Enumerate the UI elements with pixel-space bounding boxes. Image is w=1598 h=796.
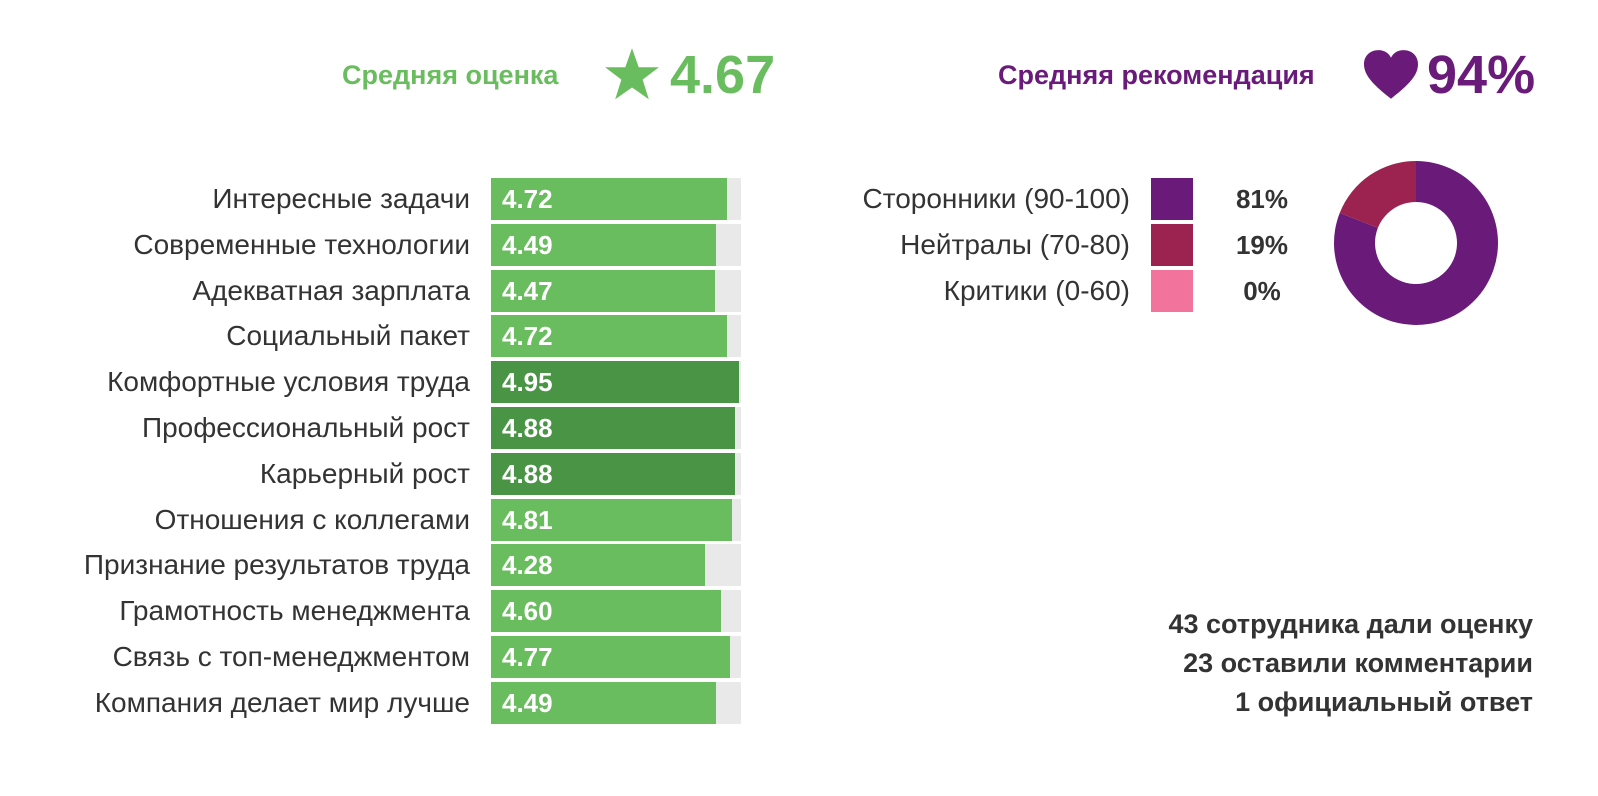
bar-value-label: 4.49 [502,687,553,718]
bar-row: Отношения с коллегами 4.81 [0,498,760,541]
bar-category-label: Интересные задачи [212,183,470,214]
bar-value-label: 4.72 [502,184,553,214]
bar [491,269,715,312]
legend-percent: 19% [1235,230,1289,260]
bar [491,544,705,587]
bar [491,452,735,495]
bar-row: Социальный пакет 4.72 [0,315,760,358]
bar-row: Связь с топ-менеджментом 4.77 [0,636,760,678]
bar-value-label: 4.95 [502,367,553,398]
bar-value-label: 4.77 [502,642,553,672]
donut-slice [1334,161,1498,325]
legend-label: Нейтралы (70-80) [900,229,1130,260]
bar-track: 4.47 [491,269,741,312]
bar-category-label: Связь с топ-менеджментом [112,641,470,672]
bar-category-label: Карьерный рост [259,457,470,489]
legend-swatch [1151,178,1193,220]
donut-slice [1339,161,1416,228]
avg-rating-value: 4.67 [670,45,776,105]
legend-label: Критики (0-60) [943,275,1130,306]
recommendation-donut-chart [1334,161,1498,325]
bar-track: 4.49 [491,681,741,724]
bar-track: 4.77 [491,636,741,678]
bar-value-label: 4.72 [502,321,553,352]
bar-value-label: 4.60 [502,596,553,627]
bar-row: Профессиональный рост 4.88 [0,407,760,449]
bar-row: Адекватная зарплата 4.47 [0,269,760,312]
bar-track: 4.72 [491,315,741,358]
bar [491,361,739,404]
avg-rating-label: Средняя оценка [342,60,559,90]
bar-row: Современные технологии 4.49 [0,223,760,266]
legend-label: Сторонники (90-100) [862,183,1130,214]
bar-value-label: 4.47 [502,275,553,306]
bar-track: 4.49 [491,223,741,266]
bar [491,178,727,220]
rating-bar-chart: Интересные задачи 4.72 Современные техноло… [0,0,760,796]
star-icon [605,48,659,100]
bar-value-label: 4.81 [502,504,553,535]
bar-category-label: Комфортные условия труда [107,366,470,398]
bar-track: 4.88 [491,452,741,495]
bar-value-label: 4.28 [502,550,553,581]
bar-row: Компания делает мир лучше 4.49 [0,681,760,724]
stat-comments-count: 23 оставили комментарии [1183,648,1533,678]
bar-category-label: Признание результатов труда [83,549,470,581]
legend-percent: 0% [1243,276,1281,306]
legend-swatch [1151,270,1193,312]
stat-official-answers: 1 официальный ответ [1235,687,1533,717]
bar-category-label: Профессиональный рост [141,412,470,443]
bar-value-label: 4.49 [502,229,553,260]
bar [491,315,727,358]
bar [491,223,716,266]
bar-row: Интересные задачи 4.72 [0,178,760,220]
bar [491,407,735,449]
bar-category-label: Современные технологии [133,228,470,260]
bar-category-label: Адекватная зарплата [192,274,470,306]
bar-row: Комфортные условия труда 4.95 [0,361,760,404]
avg-recommendation-label: Средняя рекомендация [998,60,1315,90]
bar-track: 4.95 [491,361,741,404]
legend-percent: 81% [1235,184,1289,214]
bar-row: Признание результатов труда 4.28 [0,544,760,587]
bar-track: 4.81 [491,498,741,541]
bar-row: Карьерный рост 4.88 [0,452,760,495]
bar-track: 4.60 [491,590,741,633]
avg-recommendation-value: 94% [1427,45,1536,105]
bar-category-label: Социальный пакет [226,320,470,352]
bar-row: Грамотность менеджмента 4.60 [0,590,760,633]
stat-ratings-count: 43 сотрудника дали оценку [1168,609,1534,639]
heart-icon [1364,50,1418,99]
bar [491,681,716,724]
bar-category-label: Отношения с коллегами [154,503,470,535]
bar [491,498,732,541]
bar-track: 4.88 [491,407,741,449]
bar [491,636,730,678]
bar-track: 4.72 [491,178,741,220]
bar-value-label: 4.88 [502,413,553,443]
bar-category-label: Компания делает мир лучше [94,686,470,718]
bar-track: 4.28 [491,544,741,587]
bar [491,590,721,633]
bar-value-label: 4.88 [502,458,553,489]
legend-swatch [1151,224,1193,266]
bar-category-label: Грамотность менеджмента [119,595,470,627]
